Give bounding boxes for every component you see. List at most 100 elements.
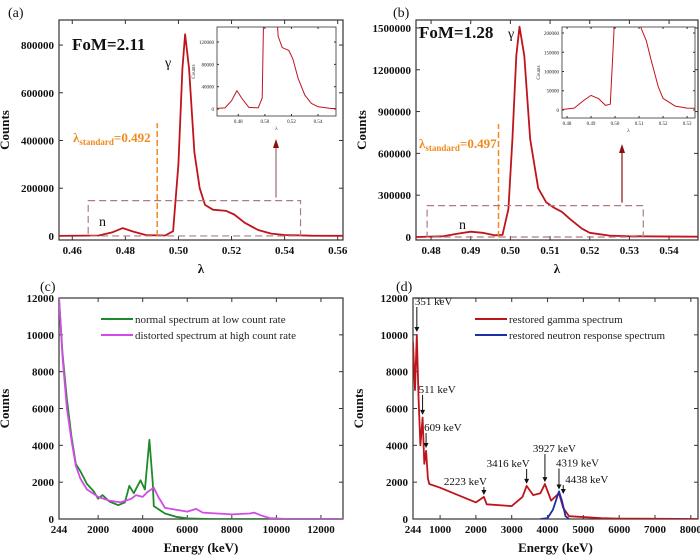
y-axis-title: Counts xyxy=(537,65,542,79)
x-tick-label: 0.51 xyxy=(540,245,559,257)
x-tick-label: 7000 xyxy=(644,524,667,536)
y-tick-label: 40000 xyxy=(202,86,215,91)
x-tick-label: 0.54 xyxy=(275,245,295,257)
y-tick-label: 4000 xyxy=(386,440,409,452)
series-line-1 xyxy=(217,27,336,110)
y-tick-label: 8000 xyxy=(386,367,409,379)
x-tick-label: 3000 xyxy=(501,524,524,536)
y-tick-label: 4000 xyxy=(32,440,55,452)
x-tick-label: 0.48 xyxy=(116,245,136,257)
y-tick-label: 80000 xyxy=(202,63,215,68)
x-tick-label: 0.50 xyxy=(169,245,189,257)
x-tick-label: 0.48 xyxy=(421,245,441,257)
threshold-symbol: λ xyxy=(73,130,80,145)
x-axis-title: λ xyxy=(627,129,630,134)
annotation-label: 351 keV xyxy=(415,296,453,308)
gamma-label-b: γ xyxy=(507,27,514,42)
y-tick-label: 600000 xyxy=(21,88,55,100)
legend-label-2: distorted spectrum at high count rate xyxy=(135,330,296,342)
x-tick-label: 0.52 xyxy=(287,120,296,125)
y-axis-title: Counts xyxy=(192,64,197,78)
y-tick-label: 0 xyxy=(557,109,560,114)
x-tick-label: 1000 xyxy=(429,524,452,536)
annotation-arrow-head xyxy=(481,489,487,495)
y-tick-label: 50000 xyxy=(547,90,560,95)
y-tick-label: 120000 xyxy=(199,41,215,46)
annotation-arrow-head xyxy=(542,477,548,483)
x-tick-label: 244 xyxy=(51,524,68,536)
y-tick-label: 0 xyxy=(49,231,55,243)
x-tick-label: 12000 xyxy=(307,524,335,536)
x-tick-label: 0.46 xyxy=(63,245,83,257)
series-line-2 xyxy=(59,298,343,519)
x-tick-label: 0.52 xyxy=(580,245,600,257)
zoom-box xyxy=(426,205,644,238)
x-tick-label: 244 xyxy=(405,524,422,536)
x-tick-label: 0.50 xyxy=(260,120,269,125)
x-axis-title: λ xyxy=(554,261,561,276)
annotation-arrow-head xyxy=(420,409,426,415)
zoom-arrow-head xyxy=(273,139,279,148)
y-axis-title: Counts xyxy=(0,110,12,150)
y-tick-label: 150000 xyxy=(544,51,560,56)
x-tick-label: 6000 xyxy=(608,524,631,536)
x-tick-label: 0.53 xyxy=(683,122,692,127)
y-tick-label: 12000 xyxy=(381,293,409,305)
y-tick-label: 2000 xyxy=(386,477,409,489)
x-tick-label: 8000 xyxy=(680,524,700,536)
x-tick-label: 0.51 xyxy=(635,122,644,127)
x-tick-label: 2000 xyxy=(87,524,110,536)
plot-c: 244 2000 4000 6000 8000 10000 12000 0 2000 4000 60… xyxy=(0,293,344,555)
x-axis-title: Energy (keV) xyxy=(164,540,239,555)
x-tick-label: 0.48 xyxy=(234,120,243,125)
series-line-2 xyxy=(540,490,570,519)
y-tick-label: 1500000 xyxy=(373,23,412,35)
y-tick-label: 10000 xyxy=(381,330,409,342)
inset-plot-a: 0.48 0.50 0.52 0.54 0 40000 80000 120000 λ Counts xyxy=(192,26,337,132)
x-tick-label: 6000 xyxy=(176,524,199,536)
x-tick-label: 2000 xyxy=(465,524,488,536)
x-tick-label: 0.49 xyxy=(587,122,596,127)
y-tick-label: 600000 xyxy=(378,148,412,160)
x-tick-label: 0.54 xyxy=(314,120,323,125)
x-tick-label: 10000 xyxy=(263,524,291,536)
x-tick-label: 0.48 xyxy=(563,122,572,127)
threshold-sub: standard xyxy=(79,137,114,147)
plot-frame xyxy=(561,26,696,119)
y-tick-label: 12000 xyxy=(27,293,55,305)
y-tick-label: 200000 xyxy=(21,183,55,195)
x-tick-label: 0.50 xyxy=(501,245,521,257)
annotation-arrow-head xyxy=(423,443,429,449)
fom-label-b: FoM=1.28 xyxy=(419,23,493,42)
annotation-label: 4319 keV xyxy=(556,457,599,469)
inset-plot-b: 0.48 0.49 0.50 0.51 0.52 0.53 0 50000 100000 1500… xyxy=(537,26,696,134)
y-axis-title: Counts xyxy=(351,389,366,429)
fom-label-a: FoM=2.11 xyxy=(72,35,145,54)
x-tick-label: 0.49 xyxy=(461,245,481,257)
x-axis-title: λ xyxy=(275,127,278,132)
plot-frame xyxy=(216,26,337,117)
annotation-label: 609 keV xyxy=(424,422,462,434)
x-tick-label: 4000 xyxy=(132,524,155,536)
series-line-1 xyxy=(416,25,698,238)
y-tick-label: 900000 xyxy=(378,107,412,119)
y-tick-label: 300000 xyxy=(378,190,412,202)
annotation-label: 3927 keV xyxy=(533,443,576,455)
y-tick-label: 6000 xyxy=(32,404,55,416)
gamma-label-a: γ xyxy=(164,56,171,71)
y-axis-title: Counts xyxy=(354,110,369,150)
annotation-label: 2223 keV xyxy=(444,476,487,488)
threshold-label-b: λstandard=0.497 xyxy=(419,136,497,153)
legend-label-1: normal spectrum at low count rate xyxy=(135,314,286,326)
plot-d: 244 1000 2000 3000 4000 5000 6000 7000 8000 0 2000… xyxy=(351,293,700,555)
annotation-label: 3416 keV xyxy=(487,458,530,470)
threshold-symbol: λ xyxy=(419,136,426,151)
x-axis-title: Energy (keV) xyxy=(518,540,593,555)
y-tick-label: 6000 xyxy=(386,404,409,416)
threshold-value: =0.497 xyxy=(460,136,497,151)
x-tick-label: 5000 xyxy=(572,524,595,536)
plot-frame xyxy=(412,297,699,520)
x-tick-label: 0.56 xyxy=(328,245,348,257)
